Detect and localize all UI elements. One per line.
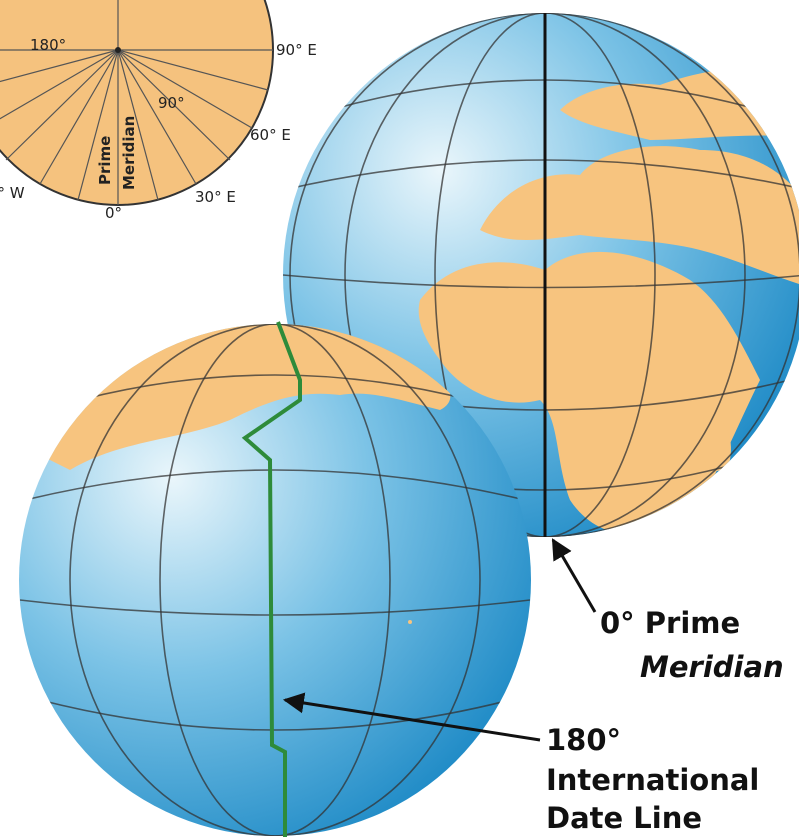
inset-axis-label: Meridian <box>120 116 138 190</box>
inset-disc <box>0 0 274 206</box>
inset-label: 180° <box>30 36 66 54</box>
globe-prime <box>283 13 799 537</box>
callout: International <box>546 763 759 797</box>
callout: 0° Prime <box>600 606 740 640</box>
arrow <box>551 538 597 613</box>
inset-label: 30° E <box>195 188 236 206</box>
arrow <box>282 692 541 742</box>
callout: Date Line <box>546 801 702 835</box>
inset-label: 60° E <box>250 126 291 144</box>
callout: Meridian <box>640 650 784 684</box>
inset-axis-label: Prime <box>96 136 114 185</box>
inset-label: 90° <box>158 94 185 112</box>
inset-label: 0° W <box>0 184 25 202</box>
inset-label: 90° E <box>276 41 317 59</box>
inset-label: 0° <box>105 204 122 222</box>
callout: 180° <box>546 723 621 757</box>
